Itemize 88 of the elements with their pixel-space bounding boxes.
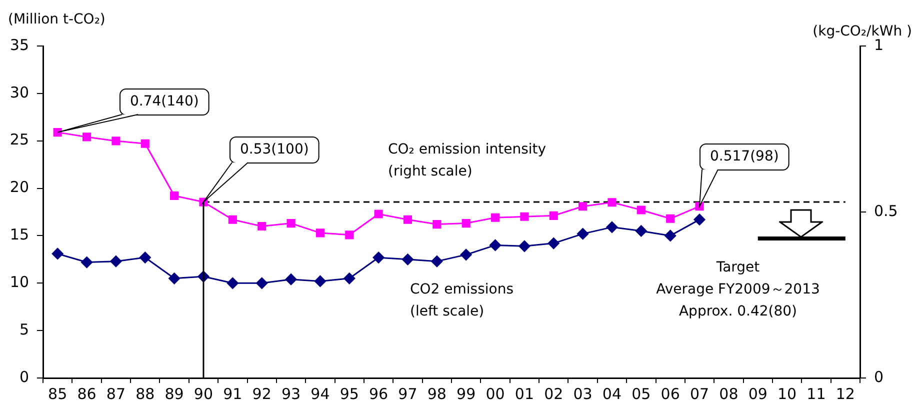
x-tick-label: 90 <box>194 384 214 403</box>
point <box>402 254 414 266</box>
x-tick-label: 07 <box>690 384 710 403</box>
x-tick-label: 93 <box>281 384 301 403</box>
y-tick-label: 25 <box>10 130 29 149</box>
point <box>431 256 443 268</box>
point <box>549 211 558 220</box>
point <box>608 198 616 207</box>
point <box>228 215 237 224</box>
series-label: CO2 emissions (left scale) <box>410 282 514 320</box>
point <box>285 274 297 286</box>
x-tick-label: 09 <box>748 384 768 403</box>
x-tick-label: 11 <box>806 384 826 403</box>
x-tick-label: 96 <box>369 384 388 403</box>
point <box>432 220 442 229</box>
x-tick-label: 88 <box>136 384 155 403</box>
point <box>636 206 646 214</box>
point <box>460 248 472 260</box>
x-tick-label: 05 <box>632 384 651 403</box>
point <box>490 239 502 251</box>
point <box>316 228 324 238</box>
point <box>518 240 530 252</box>
point <box>256 277 268 289</box>
x-tick-label: 99 <box>456 384 476 403</box>
point <box>606 221 618 233</box>
point <box>490 213 500 222</box>
x-tick-label: 94 <box>310 384 330 403</box>
point <box>112 136 120 146</box>
y-tick-label: 0 <box>19 368 29 386</box>
point <box>635 225 647 237</box>
x-tick-label: 97 <box>398 384 418 403</box>
point <box>258 222 266 231</box>
x-tick-label: 91 <box>223 384 242 403</box>
point <box>344 272 356 284</box>
point <box>664 230 676 242</box>
x-tick-label: 08 <box>719 384 738 403</box>
y-tick-label: 20 <box>10 178 29 196</box>
y2-tick-label: 0 <box>874 368 884 386</box>
y2-tick-label: 0.5 <box>874 202 898 220</box>
point <box>578 202 588 211</box>
point <box>520 212 529 221</box>
x-tick-label: 00 <box>486 384 505 403</box>
point <box>577 228 589 240</box>
x-tick-label: 10 <box>778 384 797 403</box>
point <box>53 128 62 137</box>
point <box>168 272 180 284</box>
x-tick-label: 03 <box>573 384 592 403</box>
point <box>462 219 470 228</box>
x-tick-label: 02 <box>544 384 564 403</box>
annotation: 0.517(98) <box>710 148 779 165</box>
y-axis-title: (Million t-CO₂) <box>8 12 106 28</box>
y-tick-label: 10 <box>10 273 29 292</box>
point <box>52 248 64 260</box>
annotation: Target Average FY2009～2013 Approx. 0.42(80) <box>656 260 820 320</box>
text: CO₂ emission intensity (right scale) <box>388 142 546 180</box>
y-tick-label: 5 <box>19 320 29 338</box>
x-tick-label: 01 <box>514 384 534 403</box>
point <box>226 277 238 289</box>
x-tick-label: 98 <box>427 384 446 403</box>
x-tick-label: 92 <box>252 384 272 403</box>
point <box>82 132 92 142</box>
x-tick-label: 06 <box>660 384 680 403</box>
point <box>314 275 326 287</box>
point <box>81 256 93 268</box>
x-tick-label: 95 <box>340 384 359 403</box>
annotation: 0.53(100) <box>240 142 309 158</box>
x-tick-label: 86 <box>77 384 96 403</box>
y-tick-label: 15 <box>10 226 29 244</box>
point <box>372 252 384 264</box>
point <box>139 252 151 264</box>
point <box>140 139 150 148</box>
point <box>110 256 122 268</box>
annotation: 0.74(140) <box>130 94 199 110</box>
point <box>374 210 383 218</box>
x-tick-label: 04 <box>602 384 622 403</box>
point <box>170 191 179 200</box>
y-tick-label: 30 <box>10 83 29 102</box>
x-tick-label: 12 <box>836 384 855 403</box>
point <box>694 214 706 226</box>
x-tick-label: 89 <box>164 384 184 403</box>
point <box>403 215 412 224</box>
x-tick-label: 85 <box>48 384 68 403</box>
point <box>548 238 560 250</box>
point <box>286 219 296 228</box>
x-tick-label: 87 <box>106 384 126 403</box>
y-tick-label: 35 <box>10 36 29 54</box>
point <box>666 214 675 223</box>
point <box>345 230 354 240</box>
